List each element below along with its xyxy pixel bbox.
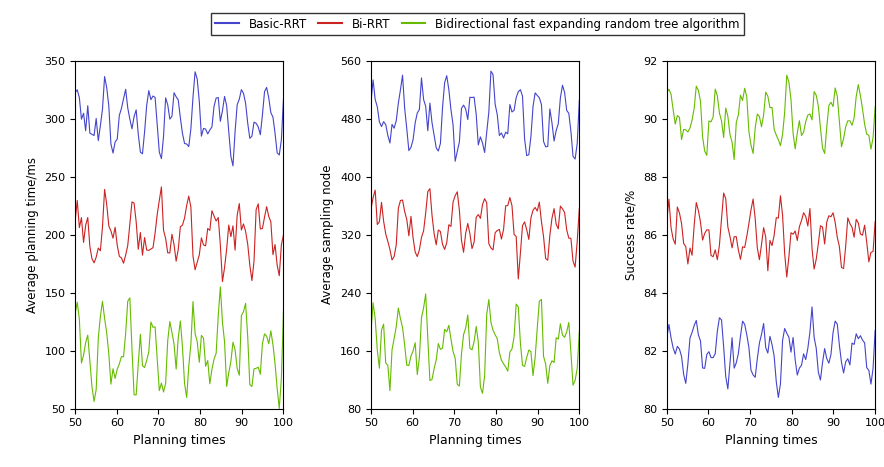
X-axis label: Planning times: Planning times	[133, 434, 225, 447]
Legend: Basic-RRT, Bi-RRT, Bidirectional fast expanding random tree algorithm: Basic-RRT, Bi-RRT, Bidirectional fast ex…	[210, 13, 744, 35]
Y-axis label: Success rate/%: Success rate/%	[624, 190, 637, 280]
Y-axis label: Average planning time/ms: Average planning time/ms	[26, 156, 39, 313]
X-axis label: Planning times: Planning times	[725, 434, 818, 447]
Y-axis label: Average sampling node: Average sampling node	[322, 165, 334, 304]
X-axis label: Planning times: Planning times	[429, 434, 522, 447]
